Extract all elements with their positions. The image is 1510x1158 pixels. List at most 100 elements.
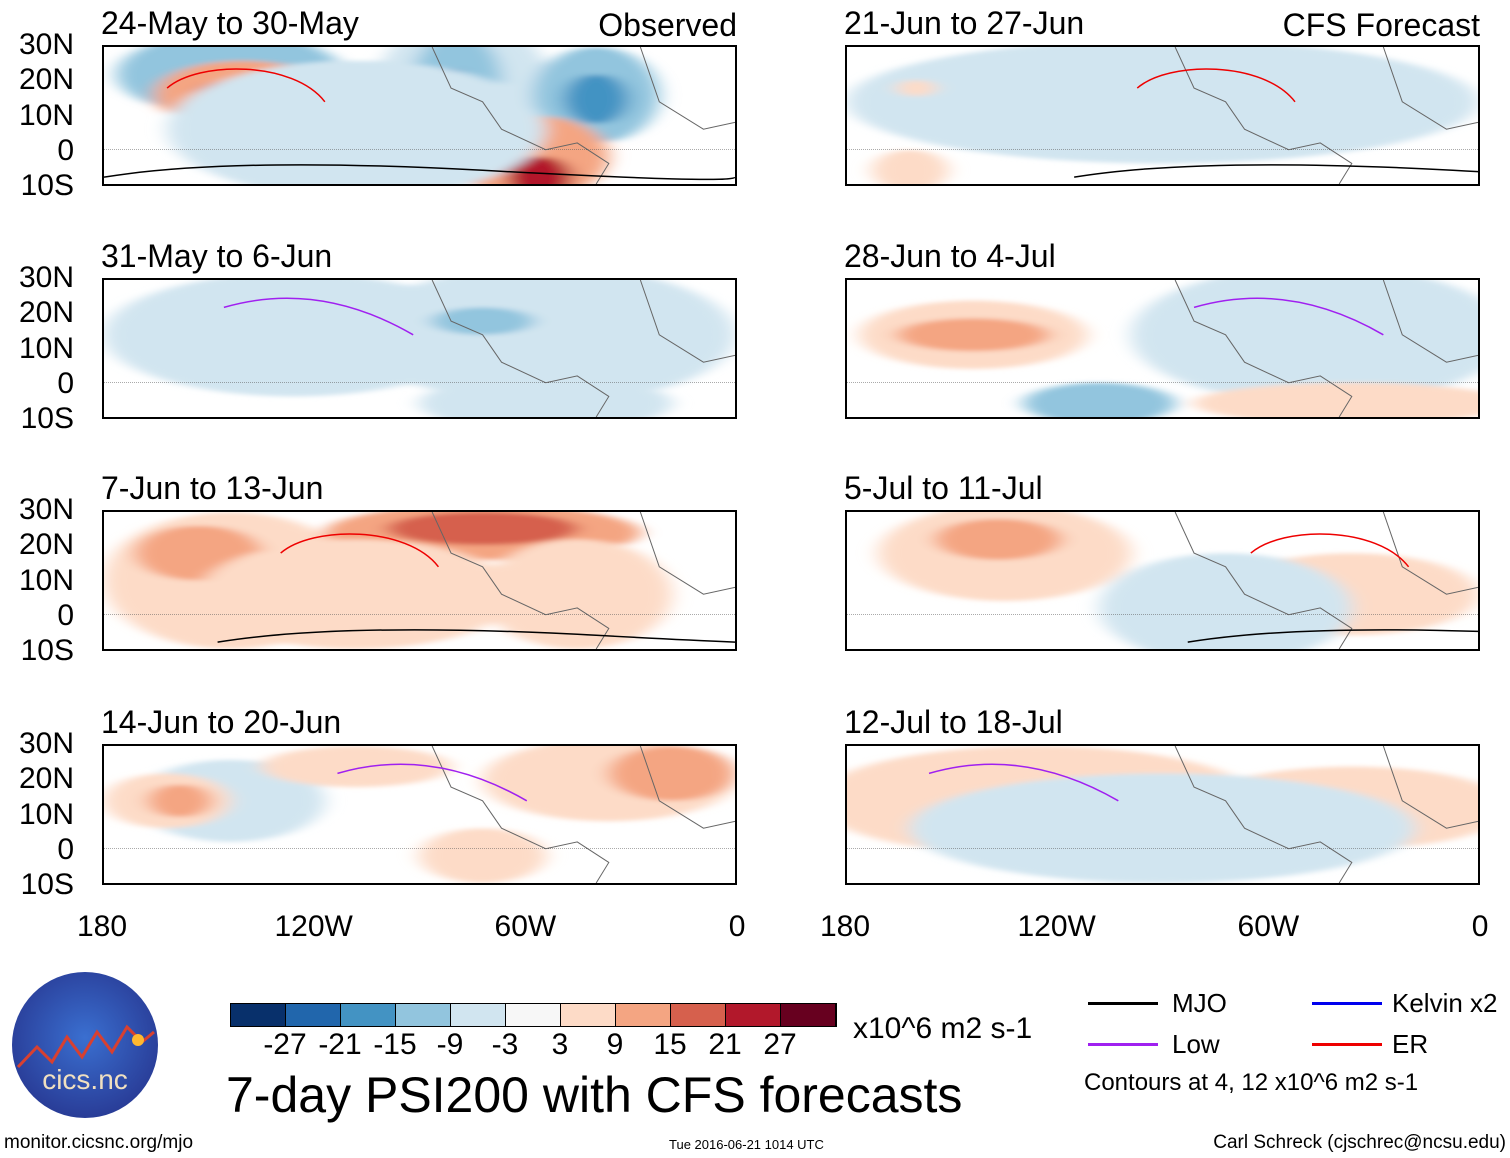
colorbar-swatch xyxy=(396,1004,451,1026)
colorbar-swatch xyxy=(561,1004,616,1026)
psi-anomaly-region xyxy=(897,79,936,97)
psi-anomaly-region xyxy=(148,784,212,818)
y-tick-label: 10N xyxy=(18,331,74,365)
logo-text: cics.nc xyxy=(42,1064,128,1095)
coastline xyxy=(1175,512,1478,649)
psi-anomaly-region xyxy=(872,149,948,184)
coastline xyxy=(432,280,735,417)
psi-anomaly-region xyxy=(910,773,1415,883)
map-panel xyxy=(845,278,1480,419)
x-tick-label: 120W xyxy=(1017,910,1096,943)
colorbar-swatch xyxy=(781,1004,836,1026)
contour-line xyxy=(1137,69,1295,102)
x-tick-label: 0 xyxy=(728,910,746,943)
psi-anomaly-region xyxy=(198,539,515,649)
colorbar-swatch xyxy=(726,1004,781,1026)
x-tick-label: 180 xyxy=(76,910,128,943)
psi-anomaly-region xyxy=(564,74,628,124)
x-tick-label: 180 xyxy=(819,910,871,943)
x-tick-label: 60W xyxy=(1237,910,1300,943)
contour-line xyxy=(224,298,413,335)
coastline xyxy=(432,47,735,184)
y-tick-label: 20N xyxy=(18,63,74,97)
map-panel xyxy=(102,744,737,885)
colorbar-swatch xyxy=(616,1004,671,1026)
coastline xyxy=(432,746,735,883)
panel-tag: CFS Forecast xyxy=(1282,7,1480,43)
colorbar-tick-label: -3 xyxy=(491,1028,519,1061)
legend-kelvin: Kelvin x2 xyxy=(1392,988,1498,1018)
footer-author: Carl Schreck (cjschrec@ncsu.edu) xyxy=(1213,1132,1506,1153)
contour-line xyxy=(929,764,1118,801)
psi-anomaly-region xyxy=(507,156,571,184)
colorbar-swatch xyxy=(506,1004,561,1026)
contour-line xyxy=(218,630,735,645)
y-tick-label: 0 xyxy=(57,366,74,400)
y-tick-label: 0 xyxy=(57,832,74,866)
x-tick-label: 60W xyxy=(494,910,557,943)
panel-tag: Observed xyxy=(598,7,737,43)
psi-anomaly-region xyxy=(387,512,578,545)
map-panel xyxy=(102,45,737,186)
coastline xyxy=(1175,280,1478,417)
colorbar-tick-label: 9 xyxy=(606,1028,624,1061)
y-tick-label: 0 xyxy=(57,598,74,632)
psi-anomaly-region xyxy=(1023,382,1176,417)
y-tick-label: 30N xyxy=(18,493,74,526)
footer-url[interactable]: monitor.cicsnc.org/mjo xyxy=(4,1132,194,1153)
psi-anomaly-region xyxy=(1131,280,1478,404)
psi-anomaly-region xyxy=(419,375,672,417)
legend-line-mjo xyxy=(1088,1002,1158,1005)
figure-title: 7-day PSI200 with CFS forecasts xyxy=(226,1067,963,1123)
psi-anomaly-region xyxy=(1194,382,1478,417)
panel-title: 5-Jul to 11-Jul xyxy=(844,470,1043,506)
colorbar-units: x10^6 m2 s-1 xyxy=(853,1012,1033,1045)
map-panel xyxy=(845,45,1480,186)
y-tick-label: 30N xyxy=(18,28,74,61)
panel-title: 31-May to 6-Jun xyxy=(101,238,333,274)
y-tick-label: 30N xyxy=(18,261,74,294)
map-panel xyxy=(845,744,1480,885)
colorbar-tick-label: 3 xyxy=(551,1028,569,1061)
map-panel xyxy=(102,278,737,419)
colorbar-tick-label: -21 xyxy=(318,1028,362,1061)
psi-anomaly-region xyxy=(897,318,1049,352)
colorbar-swatch xyxy=(671,1004,726,1026)
map-panel xyxy=(102,510,737,651)
legend-line-low xyxy=(1088,1043,1158,1046)
colorbar-tick-label: -9 xyxy=(436,1028,464,1061)
legend-er: ER xyxy=(1392,1029,1429,1059)
y-tick-label: 10S xyxy=(20,634,74,667)
contour-line xyxy=(1074,165,1478,180)
y-tick-label: 20N xyxy=(18,296,74,330)
colorbar-tick-label: 27 xyxy=(763,1028,797,1061)
psi-anomaly-region xyxy=(167,60,546,184)
colorbar-swatch xyxy=(231,1004,286,1026)
coastline xyxy=(1175,47,1478,184)
y-tick-label: 10S xyxy=(20,402,74,435)
colorbar-swatch xyxy=(451,1004,506,1026)
legend-low: Low xyxy=(1172,1029,1220,1059)
colorbar-tick-label: 21 xyxy=(708,1028,742,1061)
contour-line xyxy=(104,165,735,180)
y-tick-label: 0 xyxy=(57,133,74,167)
panel-title: 12-Jul to 18-Jul xyxy=(844,704,1063,740)
contour-note: Contours at 4, 12 x10^6 m2 s-1 xyxy=(1084,1069,1419,1096)
psi-anomaly-region xyxy=(482,539,672,649)
colorbar xyxy=(230,1003,837,1027)
colorbar-tick-label: -27 xyxy=(263,1028,307,1061)
contour-line xyxy=(1251,534,1409,567)
contour-line xyxy=(167,69,325,102)
psi-anomaly-region xyxy=(419,828,546,883)
y-tick-label: 20N xyxy=(18,528,74,562)
legend-line-er xyxy=(1312,1043,1382,1046)
y-tick-label: 30N xyxy=(18,727,74,760)
panel-title: 21-Jun to 27-Jun xyxy=(844,5,1085,41)
psi-anomaly-region xyxy=(935,518,1062,560)
y-tick-label: 10N xyxy=(18,98,74,132)
contour-line xyxy=(1194,298,1383,335)
y-tick-label: 10S xyxy=(20,169,74,202)
psi-anomaly-region xyxy=(1099,553,1352,649)
footer-timestamp: Tue 2016-06-21 1014 UTC xyxy=(669,1137,824,1152)
x-tick-label: 0 xyxy=(1471,910,1489,943)
